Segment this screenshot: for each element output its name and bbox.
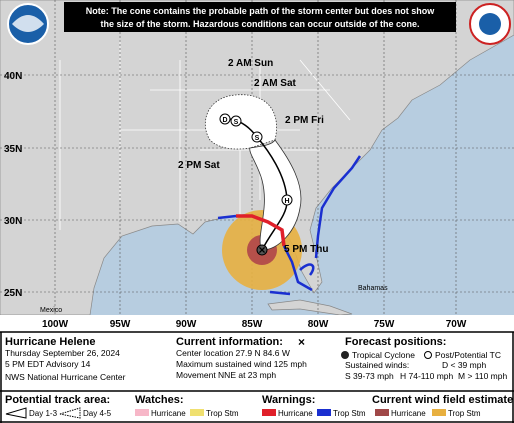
- trop-storm-watch-icon: [190, 409, 204, 416]
- forecast-point: [219, 113, 231, 125]
- trop-storm-warning: [269, 290, 291, 296]
- winds-item: M > 110 mph: [458, 371, 507, 381]
- tropical-cyclone-icon: [341, 351, 349, 359]
- storm-advisory: 5 PM EDT Advisory 14: [5, 359, 91, 369]
- lat-label: 30N: [4, 216, 22, 227]
- lon-label: 100W: [42, 319, 69, 330]
- lon-label: 70W: [446, 319, 467, 330]
- warnings-item: Hurricane: [278, 409, 313, 418]
- day-4-5-icon: [59, 407, 81, 419]
- forecast-point: [230, 115, 242, 127]
- nws-logo-center: [479, 13, 501, 35]
- wind-field-title: Current wind field estimate:: [372, 394, 514, 406]
- storm-office: NWS National Hurricane Center: [5, 372, 126, 382]
- place-label: Mexico: [40, 307, 62, 314]
- current-position-x: ×: [258, 243, 265, 257]
- current-symbol: ×: [298, 335, 305, 349]
- wind-field-item: Hurricane: [391, 409, 426, 418]
- note-banner: [64, 2, 456, 32]
- watches-title: Watches:: [135, 394, 184, 406]
- wind-field-item: Trop Stm: [448, 409, 481, 418]
- forecast-legend: Post/Potential TC: [435, 350, 501, 360]
- point-symbol: S: [255, 135, 260, 142]
- note-text: the size of the storm. Hazardous conditi…: [100, 19, 419, 29]
- trop-storm-warning: [217, 155, 362, 292]
- storm-date: Thursday September 26, 2024: [5, 348, 120, 358]
- hurricane-watch-icon: [135, 409, 149, 416]
- winds-item: S 39-73 mph: [345, 371, 394, 381]
- track-area-title: Potential track area:: [5, 394, 110, 406]
- forecast-label: 2 AM Sun: [228, 58, 273, 69]
- lon-label: 75W: [374, 319, 395, 330]
- winds-item: D < 39 mph: [442, 360, 486, 370]
- post-tc-icon: [424, 351, 432, 359]
- current-position: [256, 244, 268, 256]
- lon-label: 90W: [176, 319, 197, 330]
- day-1-3-icon: [5, 407, 27, 419]
- lat-label: 25N: [4, 288, 22, 299]
- lon-strip: [0, 315, 514, 331]
- warnings-title: Warnings:: [262, 394, 315, 406]
- current-line: Movement NNE at 23 mph: [176, 370, 276, 380]
- watches-item: Trop Stm: [206, 409, 239, 418]
- forecast-label: 2 AM Sat: [254, 78, 297, 89]
- track-area-item: Day 4-5: [83, 409, 112, 418]
- forecast-label: 2 PM Fri: [285, 115, 324, 126]
- trop-storm-warning: [299, 263, 315, 276]
- cuba: [267, 299, 353, 316]
- lat-label: 40N: [4, 71, 22, 82]
- forecast-legend: Tropical Cyclone: [352, 350, 415, 360]
- place-label: Bahamas: [358, 285, 388, 292]
- forecast-label: 2 PM Sat: [178, 160, 220, 171]
- hurricane-wind-icon: [375, 409, 389, 416]
- lon-label: 95W: [110, 319, 131, 330]
- forecast-point: [251, 131, 263, 143]
- storm-name: Hurricane Helene: [5, 336, 95, 348]
- winds-title: Sustained winds:: [345, 360, 409, 370]
- point-symbol: D: [222, 117, 227, 124]
- warnings-item: Trop Stm: [333, 409, 366, 418]
- trop-storm-wind-icon: [432, 409, 446, 416]
- point-symbol: S: [234, 119, 239, 126]
- note-text: Note: The cone contains the probable pat…: [86, 6, 436, 16]
- hurricane-warning-icon: [262, 409, 276, 416]
- lon-label: 80W: [308, 319, 329, 330]
- point-symbol: H: [284, 198, 289, 205]
- noaa-logo-bird: [12, 15, 44, 32]
- forecast-track: [229, 118, 288, 251]
- forecast-point: [281, 194, 293, 206]
- forecast-title: Forecast positions:: [345, 336, 446, 348]
- cone-day-1-3: [249, 139, 302, 251]
- lon-label: 85W: [242, 319, 263, 330]
- track-area-item: Day 1-3: [29, 409, 58, 418]
- winds-item: H 74-110 mph: [400, 371, 454, 381]
- current-title: Current information:: [176, 336, 283, 348]
- current-line: Center location 27.9 N 84.6 W: [176, 348, 290, 358]
- graticule: [0, 0, 514, 315]
- forecast-label: 5 PM Thu: [284, 244, 328, 255]
- trop-storm-warning-icon: [317, 409, 331, 416]
- lat-label: 35N: [4, 144, 22, 155]
- hurricane-warning: [236, 214, 286, 247]
- current-line: Maximum sustained wind 125 mph: [176, 359, 307, 369]
- watches-item: Hurricane: [151, 409, 186, 418]
